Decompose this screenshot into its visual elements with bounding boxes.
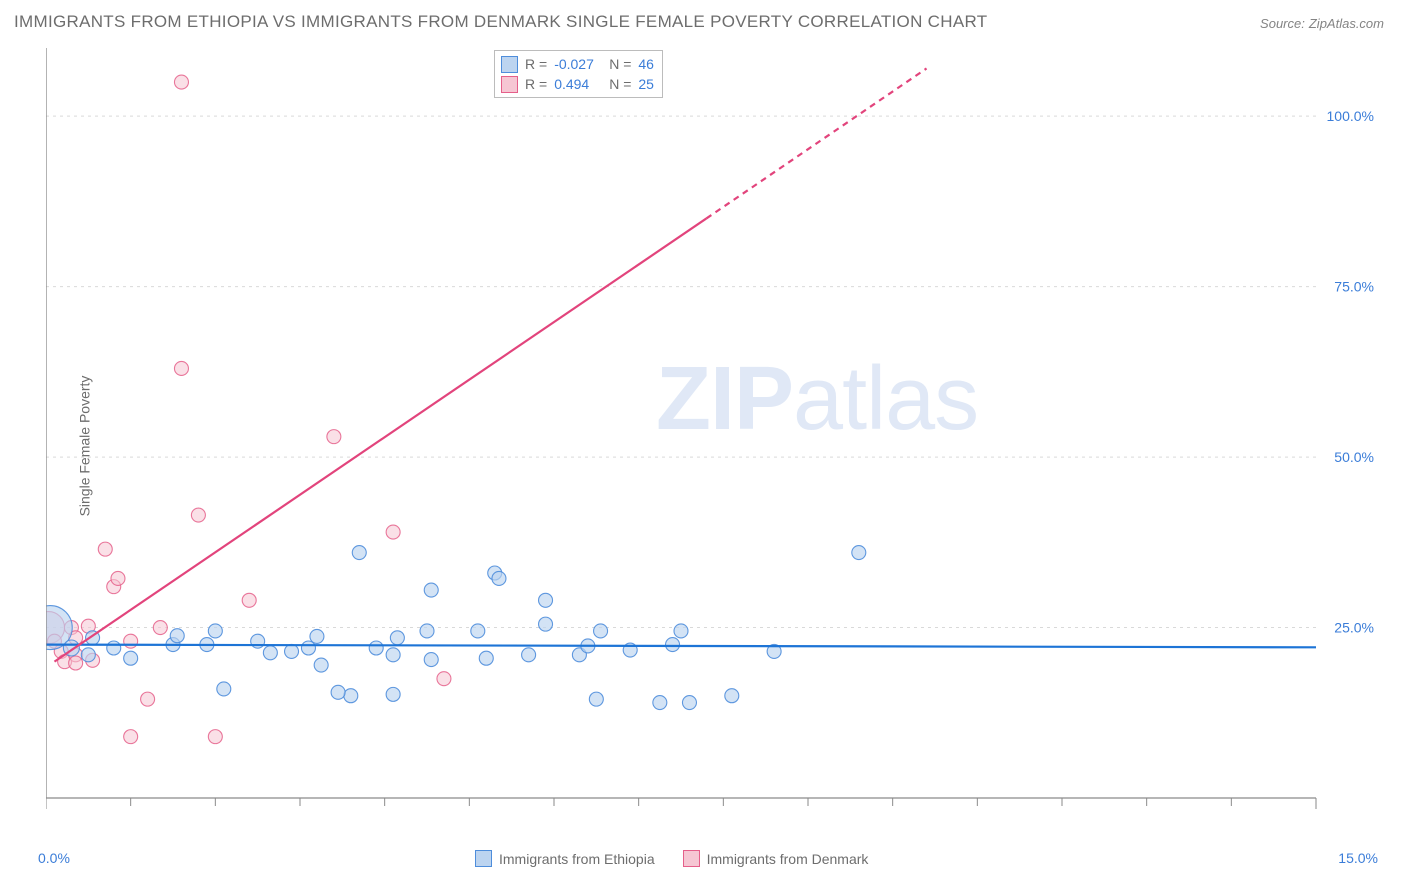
legend-stats-row: R = 0.494 N = 25 — [501, 74, 654, 94]
x-tick-max: 15.0% — [1338, 850, 1378, 866]
svg-text:75.0%: 75.0% — [1334, 279, 1374, 295]
legend-series-label: Immigrants from Ethiopia — [499, 851, 655, 867]
scatter-chart-svg: 25.0% 50.0% 75.0% 100.0% — [46, 48, 1380, 820]
source-label: Source: ZipAtlas.com — [1260, 16, 1384, 31]
source-prefix: Source: — [1260, 16, 1305, 31]
legend-n-label: N = — [609, 76, 631, 92]
plot-area: 25.0%50.0%75.0%100.0% ZIPatlas R =-0.027… — [46, 48, 1380, 820]
svg-text:25.0%: 25.0% — [1334, 620, 1374, 636]
legend-swatch — [501, 76, 518, 93]
x-tick-min: 0.0% — [38, 850, 70, 866]
svg-text:50.0%: 50.0% — [1334, 449, 1374, 465]
legend-n-value: 46 — [638, 56, 654, 72]
legend-series-item: Immigrants from Ethiopia — [475, 850, 655, 867]
legend-swatch — [475, 850, 492, 867]
legend-n-value: 25 — [638, 76, 654, 92]
legend-n-label: N = — [609, 56, 631, 72]
legend-swatch — [683, 850, 700, 867]
legend-swatch — [501, 56, 518, 73]
legend-r-label: R = — [525, 76, 547, 92]
legend-series-label: Immigrants from Denmark — [707, 851, 869, 867]
source-site: ZipAtlas.com — [1309, 16, 1384, 31]
chart-title: IMMIGRANTS FROM ETHIOPIA VS IMMIGRANTS F… — [14, 12, 987, 32]
legend-r-value: -0.027 — [554, 56, 602, 72]
legend-series: Immigrants from Ethiopia Immigrants from … — [475, 850, 868, 867]
legend-stats-box: R = -0.027 N = 46 R = 0.494 N = 25 — [494, 50, 663, 98]
legend-stats-row: R = -0.027 N = 46 — [501, 54, 654, 74]
legend-series-item: Immigrants from Denmark — [683, 850, 869, 867]
svg-text:100.0%: 100.0% — [1327, 108, 1374, 124]
legend-r-label: R = — [525, 56, 547, 72]
legend-r-value: 0.494 — [554, 76, 602, 92]
